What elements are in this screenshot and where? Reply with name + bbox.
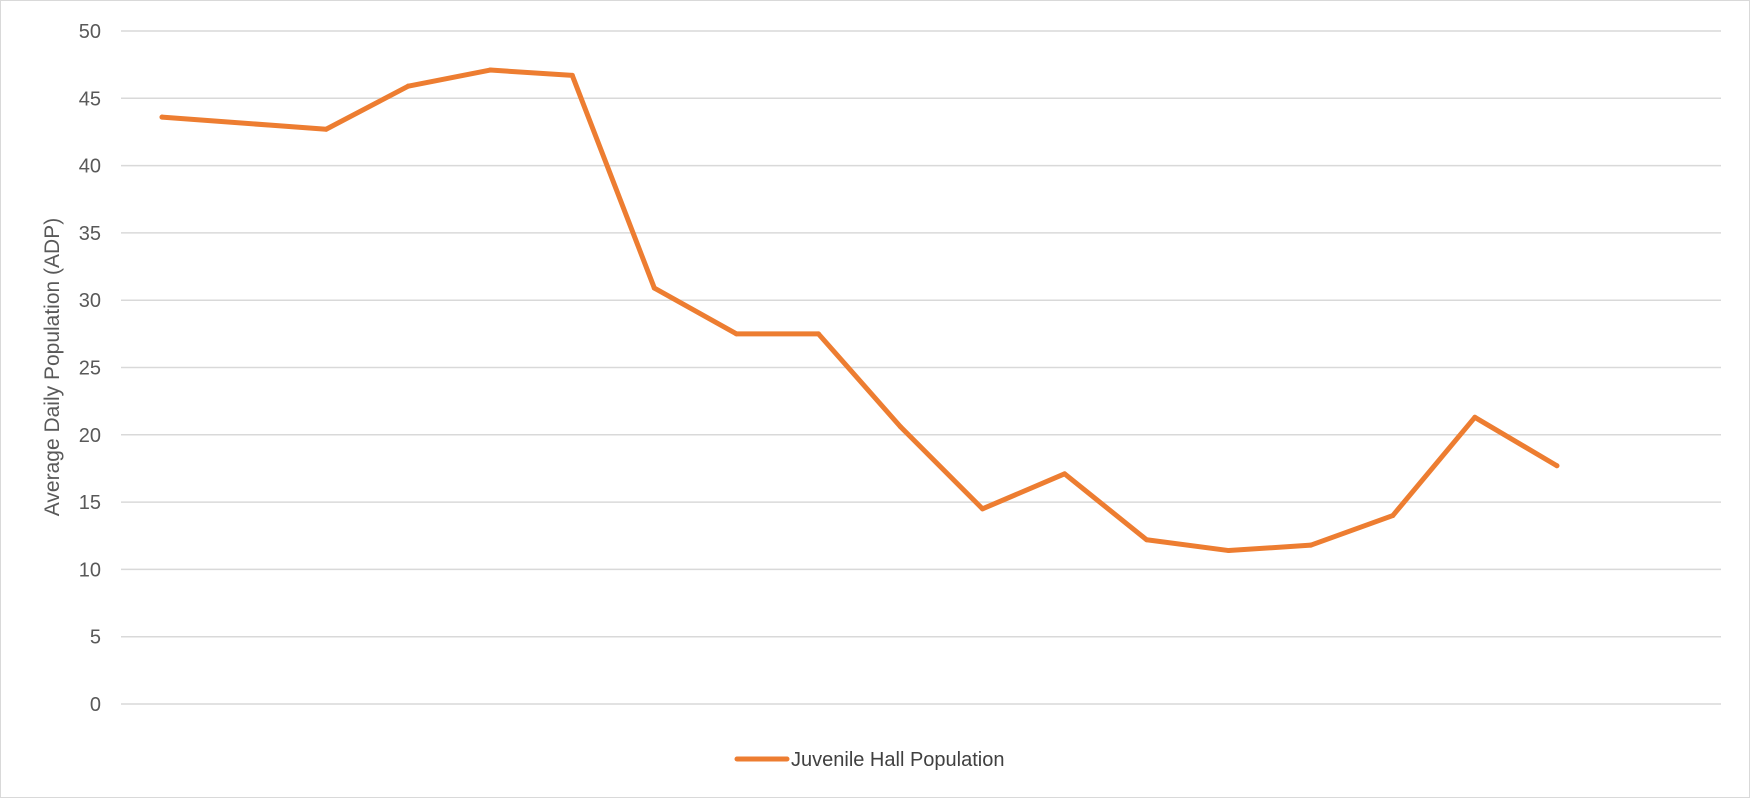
y-axis-tick-labels: 0 5 10 15 20 25 30 35 40 45 50	[79, 21, 101, 716]
data-point	[1472, 414, 1478, 420]
y-tick-label-25: 25	[79, 358, 101, 380]
legend-label-juvenile-hall-population: Juvenile Hall Population	[791, 749, 1004, 771]
data-point	[405, 83, 411, 89]
data-point	[651, 285, 657, 291]
y-tick-label-10: 10	[79, 559, 101, 581]
data-point	[897, 424, 903, 430]
data-point	[1062, 471, 1068, 477]
data-point	[980, 506, 986, 512]
y-tick-label-45: 45	[79, 88, 101, 110]
data-point	[569, 72, 575, 78]
data-point	[487, 67, 493, 73]
y-tick-label-50: 50	[79, 21, 101, 43]
y-tick-label-20: 20	[79, 425, 101, 447]
series-lines	[159, 67, 1560, 554]
y-tick-label-0: 0	[90, 694, 101, 716]
data-point	[1144, 537, 1150, 543]
y-tick-label-5: 5	[90, 627, 101, 649]
data-point	[1554, 463, 1560, 469]
series-line-juvenile-hall-population	[159, 67, 1560, 554]
data-point	[1226, 548, 1232, 554]
y-tick-label-15: 15	[79, 492, 101, 514]
y-axis-title: Average Daily Population (ADP)	[41, 218, 64, 516]
data-point	[733, 331, 739, 337]
gridlines	[121, 30, 1721, 705]
legend: Juvenile Hall Population	[734, 749, 1004, 771]
data-point	[159, 114, 165, 120]
y-tick-label-30: 30	[79, 290, 101, 312]
data-point	[1390, 513, 1396, 519]
data-point	[815, 331, 821, 337]
data-point	[323, 126, 329, 132]
y-tick-label-40: 40	[79, 156, 101, 178]
data-point	[1308, 542, 1314, 548]
y-tick-label-35: 35	[79, 223, 101, 245]
